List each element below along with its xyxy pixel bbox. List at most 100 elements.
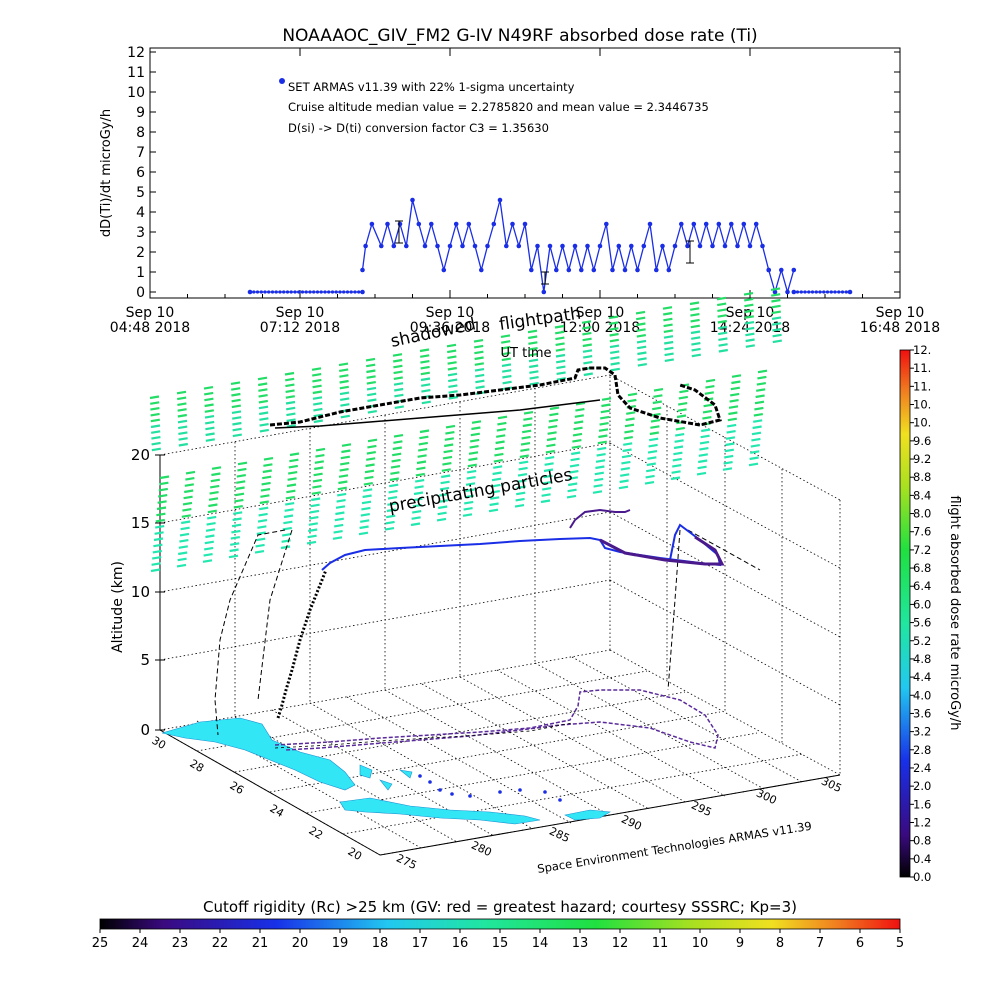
land-florida [161, 717, 356, 791]
lon-tick-label: 285 [547, 824, 572, 845]
particle-dash [568, 476, 578, 480]
particle-dash [474, 350, 484, 355]
particle-dash [653, 394, 663, 398]
particle-dash [389, 483, 399, 488]
particle-dash [500, 334, 511, 338]
particle-dash [501, 340, 511, 344]
data-point [591, 267, 597, 273]
particle-dash [313, 402, 323, 406]
particle-dash [745, 332, 755, 337]
particle-dash [182, 501, 193, 506]
particle-dash [771, 293, 781, 297]
particle-dash [543, 474, 553, 479]
particle-dash [729, 399, 739, 403]
colorbar-tick-label: 6 [856, 936, 864, 951]
particle-dash [311, 367, 322, 371]
particle-dash [158, 494, 168, 498]
particle-dash [609, 338, 619, 343]
particle-dash [231, 410, 242, 414]
colorbar-tick-label: 20 [292, 936, 309, 951]
particle-dash [463, 507, 473, 511]
particle-dash [691, 336, 701, 340]
particle-dash [753, 419, 763, 423]
particle-dash [528, 347, 538, 351]
y-tick-label: 10 [127, 85, 145, 101]
data-point [541, 289, 547, 295]
y-tick-label: 12 [127, 45, 145, 61]
particle-dash [770, 287, 781, 291]
particle-dash [527, 329, 538, 334]
particle-dash [306, 540, 317, 545]
data-point [791, 267, 797, 273]
data-point [844, 290, 848, 294]
particle-dash [501, 351, 511, 356]
colorbar-tick-label: 15 [492, 936, 509, 951]
particle-dash [690, 318, 700, 323]
colorbar-bottom: Cutoff rigidity (Rc) >25 km (GV: red = g… [92, 898, 904, 951]
particle-dash [448, 390, 458, 394]
particle-dash [609, 327, 619, 331]
particle-dash [417, 454, 427, 458]
particle-dash [745, 326, 755, 331]
particle-dash [556, 365, 566, 370]
particle-dash [540, 499, 551, 504]
particle-dash [474, 356, 484, 361]
particle-dash [556, 377, 566, 381]
land-hispaniola [564, 809, 611, 821]
colorbar-tick-label: 12. [913, 343, 931, 357]
colorbar-right-label: flight absorbed dose rate microGy/h [947, 496, 962, 731]
coastline-dots [418, 774, 562, 802]
data-point [391, 243, 397, 249]
particle-dash [717, 302, 727, 307]
particle-dash [646, 462, 656, 467]
data-point [334, 290, 338, 294]
particle-dash [159, 481, 169, 486]
colorbar-tick-label: 3.6 [913, 706, 931, 720]
colorbar-tick-label: 8.4 [913, 488, 931, 502]
particle-dash [420, 354, 430, 358]
particle-dash [726, 430, 736, 434]
particle-dash [663, 329, 673, 333]
particle-dash [366, 369, 376, 374]
particle-dash [673, 445, 684, 450]
colorbar-tick-label: 9.2 [913, 452, 931, 466]
lat-tick-label: 20 [345, 845, 364, 863]
particle-dash [205, 438, 215, 442]
particle-dash [575, 408, 585, 412]
particle-dash [312, 390, 322, 395]
particle-dash [626, 411, 636, 415]
x-tick-label-date: Sep 10 [576, 305, 625, 321]
particle-dash [231, 523, 242, 528]
data-point [315, 290, 320, 294]
particle-dash [675, 433, 685, 437]
particle-dash [749, 456, 759, 461]
lat-tick-label: 26 [227, 779, 246, 797]
particle-dash [367, 410, 377, 414]
data-point [282, 290, 286, 294]
particle-dash [415, 479, 425, 483]
particle-dash [653, 388, 664, 392]
colorbar-tick-label: 13 [572, 936, 589, 951]
particle-dash [384, 527, 395, 531]
particle-dash [420, 371, 430, 376]
particle-dash [308, 528, 318, 533]
particle-dash [601, 397, 612, 401]
colorbar-tick-label: 1.6 [913, 797, 931, 811]
particle-dash [555, 336, 565, 341]
particle-dash [152, 549, 162, 554]
x-tick-label-date: Sep 10 [126, 305, 175, 321]
particle-dash [361, 500, 372, 505]
data-point [610, 267, 615, 273]
particle-dash [284, 508, 294, 512]
timeseries-series [247, 197, 853, 295]
particle-dash [149, 395, 160, 400]
particle-dash [547, 431, 557, 435]
particle-dash [689, 301, 700, 306]
particle-dash [599, 422, 609, 426]
particle-dash [358, 531, 369, 536]
altitude-3d-panel: 0 5 10 15 20 Altitude (km) 30 28 26 24 2… [110, 287, 844, 876]
particle-dash [664, 352, 674, 357]
particle-dash [156, 506, 167, 511]
particle-dash [702, 416, 712, 420]
